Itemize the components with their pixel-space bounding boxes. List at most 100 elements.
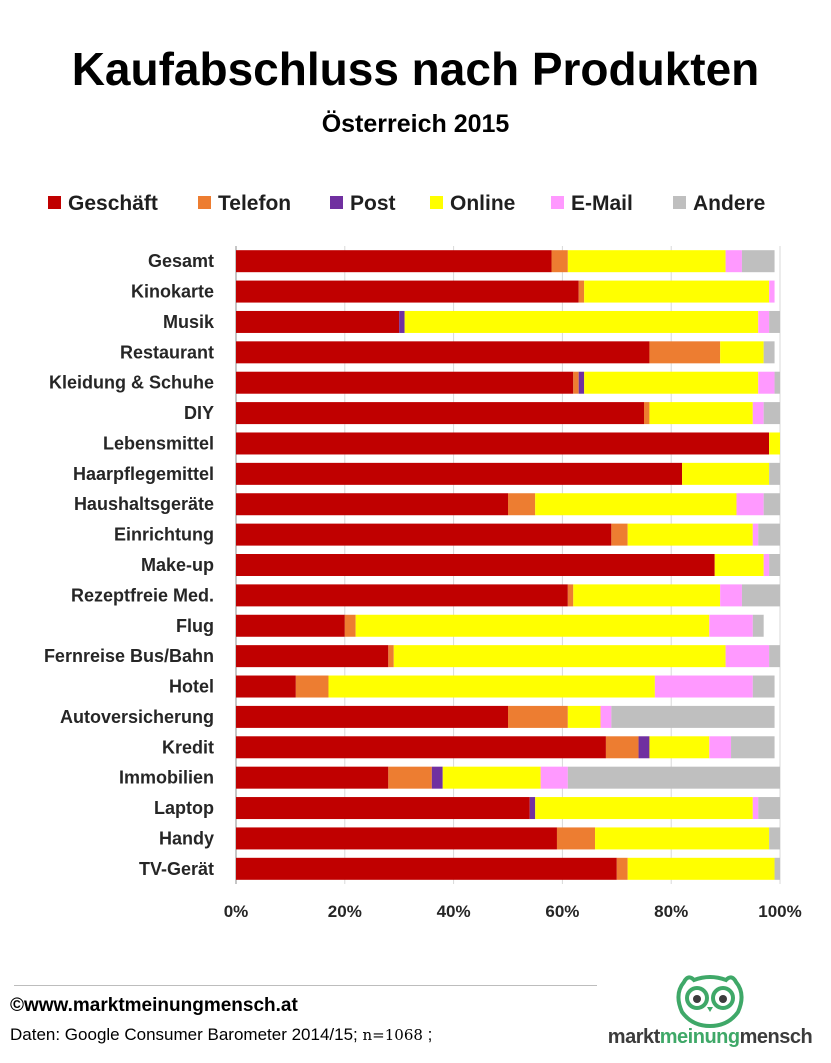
bar-segment (388, 645, 394, 668)
bar-segment (567, 705, 601, 728)
category-label: Autoversicherung (60, 707, 214, 727)
logo-text-middle: meinung (659, 1026, 740, 1048)
bar-segment (649, 402, 753, 425)
category-label: Haushaltsgeräte (74, 494, 214, 514)
bar-segment (595, 827, 770, 850)
legend-item-geschaeft: Geschäft (48, 192, 158, 216)
category-label: Make-up (141, 555, 214, 575)
bar-segment (236, 797, 530, 820)
bar-segment (769, 645, 780, 668)
bar-segment (236, 250, 552, 273)
bar-segment (731, 736, 775, 759)
category-label: Gesamt (148, 251, 214, 271)
brand-logo: marktmeinungmensch (597, 972, 823, 1052)
bar-segment (752, 523, 759, 546)
category-label: Rezeptfreie Med. (71, 585, 214, 605)
category-label: Immobilien (119, 768, 214, 788)
bar-segment (236, 341, 650, 364)
chart-subtitle: Österreich 2015 (321, 110, 510, 138)
logo-text-right: mensch (739, 1026, 813, 1048)
bar-segment (508, 705, 568, 728)
x-tick-label: 40% (437, 902, 471, 921)
bar-segment (638, 736, 650, 759)
category-label: Kinokarte (131, 282, 214, 302)
bar-segment (399, 310, 405, 333)
bar-segment (644, 402, 650, 425)
category-label: Kredit (162, 737, 214, 757)
legend-swatch (198, 196, 211, 209)
x-tick-label: 20% (328, 902, 362, 921)
category-label: Haarpflegemittel (73, 464, 214, 484)
legend-swatch (330, 196, 343, 209)
category-label: Einrichtung (114, 525, 214, 545)
bar-segment (769, 280, 775, 303)
category-label: Laptop (154, 798, 214, 818)
legend-swatch (673, 196, 686, 209)
bar-segment (236, 432, 770, 455)
bar-segment (236, 493, 508, 516)
bar-segment (236, 584, 568, 607)
bar-segment (508, 493, 536, 516)
bar-segment (769, 554, 780, 576)
bar-segment (654, 675, 753, 698)
bar-segment (763, 493, 780, 516)
legend-swatch (48, 196, 61, 209)
bar-segment (567, 584, 574, 607)
bar-segment (393, 645, 726, 668)
sample-separator: ; (427, 1025, 433, 1044)
bar-segment (567, 766, 780, 789)
bar-segment (758, 310, 770, 333)
bar-segment (236, 827, 557, 850)
bar-segment (741, 250, 775, 273)
x-tick-label: 80% (654, 902, 688, 921)
bar-segment (758, 371, 775, 394)
bar-segment (236, 675, 296, 698)
legend-label: Geschäft (68, 192, 158, 215)
bar-segment (769, 432, 780, 455)
legend-swatch (430, 196, 443, 209)
bar-segment (649, 341, 721, 364)
bar-segment (758, 523, 780, 546)
category-label: TV-Gerät (139, 859, 214, 879)
bar-segment (556, 827, 596, 850)
bar-segment (774, 857, 780, 880)
legend-label: Post (350, 192, 396, 215)
legend-label: Online (450, 192, 516, 215)
bar-segment (344, 614, 356, 637)
logo-text: marktmeinungmensch (597, 1026, 823, 1049)
bar-segment (611, 523, 628, 546)
bar-segment (720, 341, 764, 364)
bar-segment (758, 797, 780, 820)
bar-segment (725, 645, 770, 668)
x-tick-label: 60% (545, 902, 579, 921)
bar-segment (649, 736, 710, 759)
bar-segment (236, 645, 389, 668)
bar-segment (584, 280, 770, 303)
bar-segment (236, 462, 683, 485)
bar-segment (535, 493, 737, 516)
source-text: Daten: Google Consumer Barometer 2014/15… (10, 1025, 358, 1044)
category-label: Restaurant (120, 342, 214, 362)
category-label: Hotel (169, 677, 214, 697)
bar-segment (578, 371, 585, 394)
bar-segment (236, 280, 579, 303)
bar-segment (774, 371, 780, 394)
category-label: Kleidung & Schuhe (49, 373, 214, 393)
category-label: Musik (163, 312, 215, 332)
bar-segment (328, 675, 655, 698)
bar-segment (540, 766, 568, 789)
bar-segment (600, 705, 612, 728)
bar-segment (236, 310, 400, 333)
bar-segment (236, 736, 606, 759)
bar-segment (236, 402, 644, 425)
bar-segment (355, 614, 710, 637)
legend-swatch (551, 196, 564, 209)
bar-segment (627, 523, 753, 546)
x-tick-label: 0% (224, 902, 249, 921)
category-label: Lebensmittel (103, 433, 214, 453)
bar-segment (741, 584, 780, 607)
bar-segment (236, 705, 508, 728)
bar-segment (725, 250, 742, 273)
bar-segment (578, 280, 585, 303)
bar-segment (529, 797, 536, 820)
